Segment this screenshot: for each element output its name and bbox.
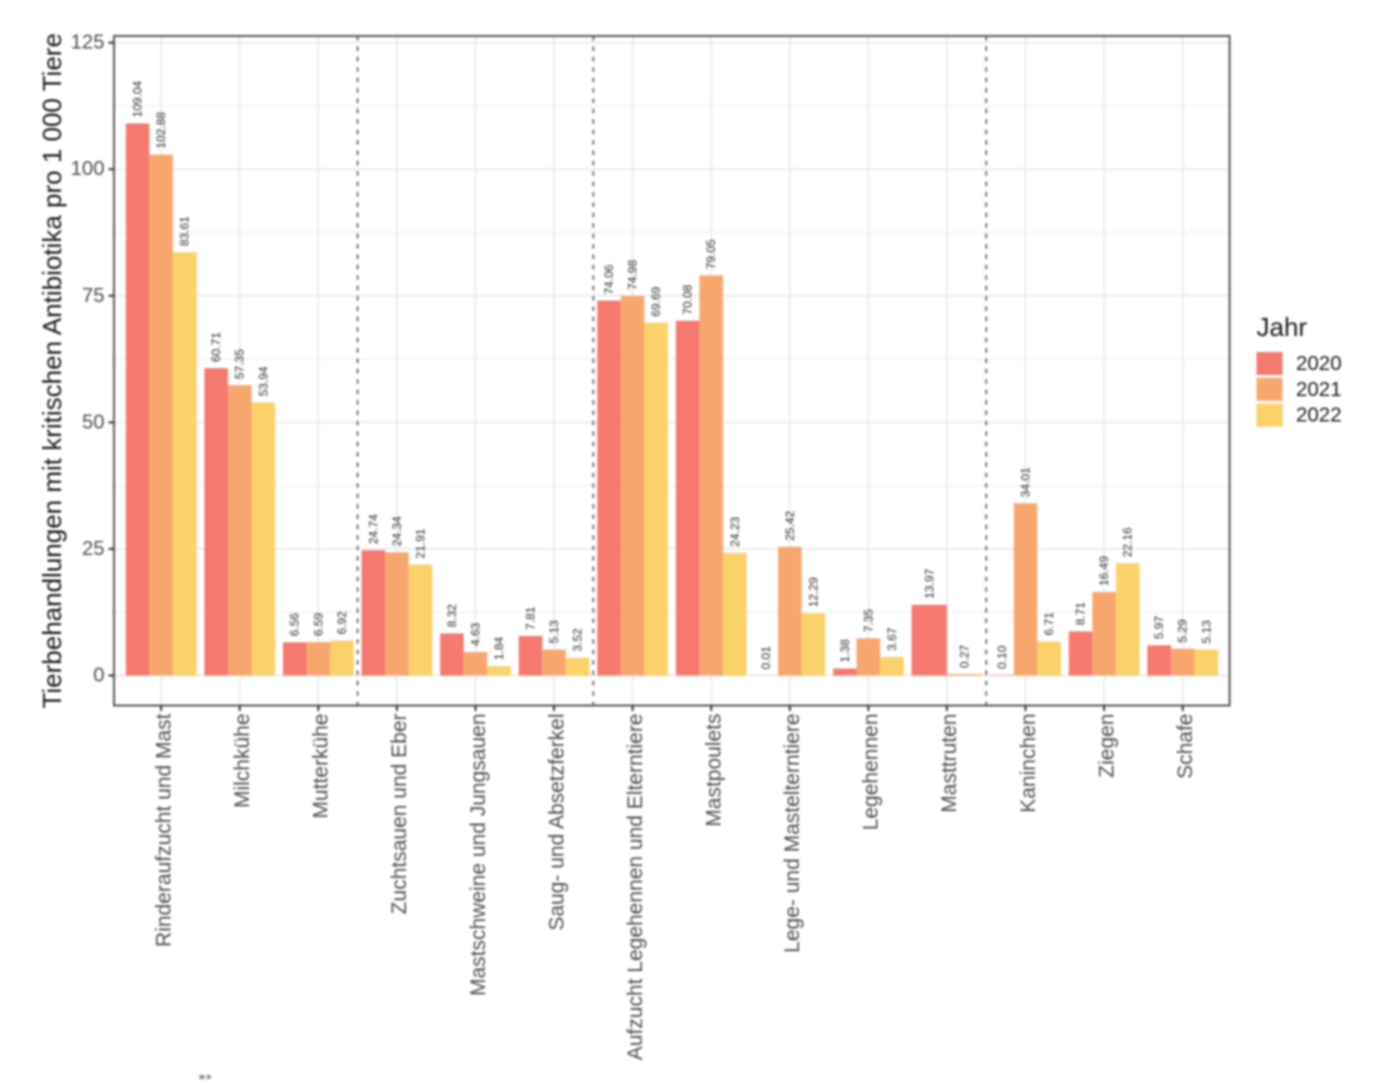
svg-text:22.16: 22.16 xyxy=(1121,527,1135,557)
svg-text:Schafe: Schafe xyxy=(1174,714,1197,779)
svg-text:75: 75 xyxy=(82,285,105,307)
svg-text:1.84: 1.84 xyxy=(492,636,506,660)
svg-text:5.13: 5.13 xyxy=(547,620,561,644)
svg-text:5.13: 5.13 xyxy=(1199,620,1213,644)
svg-text:Jahr: Jahr xyxy=(1257,312,1308,342)
svg-text:7.81: 7.81 xyxy=(523,606,537,630)
svg-text:Ziegen: Ziegen xyxy=(1095,714,1118,778)
svg-text:69.69: 69.69 xyxy=(649,286,663,316)
svg-text:Mutterkühe: Mutterkühe xyxy=(310,714,333,819)
svg-text:Kaninchen: Kaninchen xyxy=(1017,714,1040,813)
svg-text:70.08: 70.08 xyxy=(681,284,695,314)
svg-text:5.29: 5.29 xyxy=(1176,619,1190,643)
svg-text:24.74: 24.74 xyxy=(366,514,380,544)
svg-text:60.71: 60.71 xyxy=(209,332,223,362)
svg-text:Mastschweine und Jungsauen: Mastschweine und Jungsauen xyxy=(467,714,490,997)
svg-text:Saug- und Absetzferkel: Saug- und Absetzferkel xyxy=(545,714,568,931)
svg-text:Legehennen: Legehennen xyxy=(860,714,883,831)
svg-text:2021: 2021 xyxy=(1296,378,1342,401)
svg-text:83.61: 83.61 xyxy=(178,216,192,246)
svg-text:79.05: 79.05 xyxy=(704,239,718,269)
svg-text:6.92: 6.92 xyxy=(335,611,349,635)
svg-text:4.63: 4.63 xyxy=(468,622,482,646)
svg-text:25: 25 xyxy=(82,538,105,560)
svg-text:2020: 2020 xyxy=(1296,352,1342,375)
svg-text:34.01: 34.01 xyxy=(1019,467,1033,497)
svg-text:0.01: 0.01 xyxy=(759,646,773,670)
svg-text:50: 50 xyxy=(82,411,105,433)
svg-text:74.98: 74.98 xyxy=(626,260,640,290)
svg-text:Zuchtsauen und Eber: Zuchtsauen und Eber xyxy=(388,714,411,915)
svg-text:Aufzucht Legehennen und Eltern: Aufzucht Legehennen und Elterntiere xyxy=(624,714,647,1061)
svg-text:21.91: 21.91 xyxy=(413,528,427,558)
svg-text:Mastpoulets: Mastpoulets xyxy=(703,714,726,827)
svg-text:1.38: 1.38 xyxy=(838,639,852,663)
svg-text:102.88: 102.88 xyxy=(154,112,168,149)
svg-text:24.34: 24.34 xyxy=(390,516,404,546)
svg-text:3.52: 3.52 xyxy=(571,628,585,652)
svg-text:2022: 2022 xyxy=(1296,404,1342,427)
svg-text:0.27: 0.27 xyxy=(958,644,972,668)
svg-text:7.35: 7.35 xyxy=(861,609,875,633)
svg-text:25.42: 25.42 xyxy=(783,510,797,540)
svg-text:16.49: 16.49 xyxy=(1097,556,1111,586)
svg-text:Masttruten: Masttruten xyxy=(938,714,961,813)
svg-text:Lege- und Mastelterntiere: Lege- und Mastelterntiere xyxy=(781,714,804,953)
svg-text:8.71: 8.71 xyxy=(1074,602,1088,626)
svg-text:109.04: 109.04 xyxy=(131,80,145,117)
svg-text:100: 100 xyxy=(71,158,105,180)
svg-text:12.29: 12.29 xyxy=(806,577,820,607)
svg-text:0: 0 xyxy=(93,665,104,687)
svg-text:Rinderaufzucht und Mast: Rinderaufzucht und Mast xyxy=(152,713,175,947)
svg-text:Milchkühe: Milchkühe xyxy=(231,714,254,809)
svg-text:24.23: 24.23 xyxy=(728,516,742,546)
svg-text:5.97: 5.97 xyxy=(1152,616,1166,640)
svg-text:8.32: 8.32 xyxy=(445,604,459,628)
svg-text:Tierbehandlungen mit kritische: Tierbehandlungen mit kritischen Antibiot… xyxy=(37,33,67,708)
svg-text:53.94: 53.94 xyxy=(256,366,270,396)
svg-text:6.59: 6.59 xyxy=(311,612,325,636)
svg-text:3.67: 3.67 xyxy=(885,627,899,651)
svg-text:13.97: 13.97 xyxy=(922,568,936,598)
svg-text:6.56: 6.56 xyxy=(288,613,302,637)
svg-text:0.10: 0.10 xyxy=(995,645,1009,669)
svg-text:6.71: 6.71 xyxy=(1042,612,1056,636)
svg-text:57.35: 57.35 xyxy=(233,349,247,379)
svg-text:74.06: 74.06 xyxy=(602,264,616,294)
svg-text:125: 125 xyxy=(71,32,105,54)
